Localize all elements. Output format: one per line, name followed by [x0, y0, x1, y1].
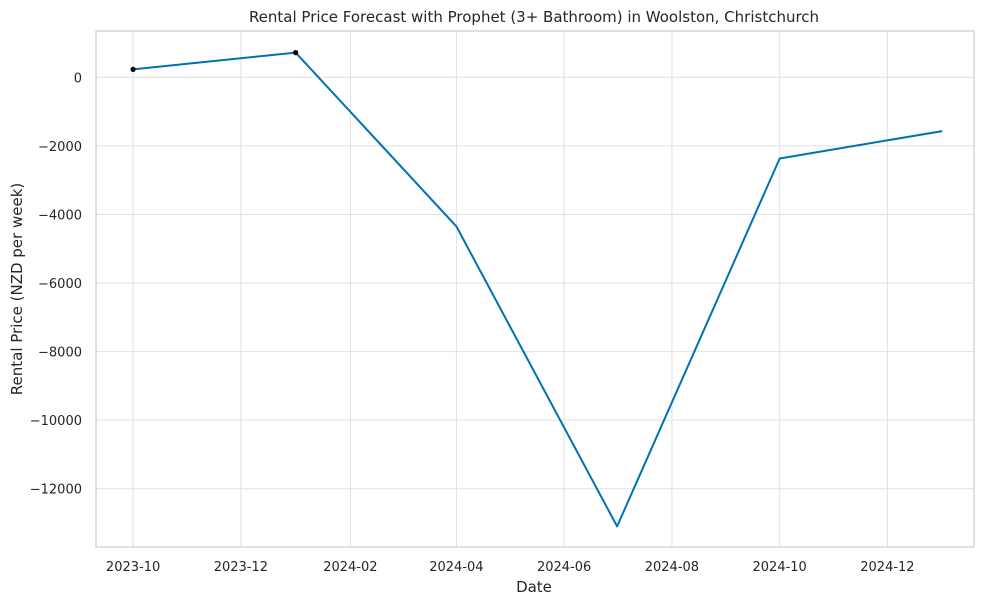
series-layer	[132, 51, 943, 528]
y-tick-label: −10000	[30, 414, 82, 429]
x-tick-label: 2024-12	[860, 560, 914, 575]
x-tick-label: 2023-10	[106, 560, 160, 575]
x-tick-label: 2024-06	[537, 560, 591, 575]
x-tick-label: 2024-08	[645, 560, 699, 575]
y-tick-label: −12000	[30, 483, 82, 498]
observed-point	[130, 66, 136, 72]
x-tick-label: 2024-02	[323, 560, 377, 575]
y-tick-label: −8000	[38, 346, 82, 361]
observed-point	[293, 50, 299, 56]
y-tick-label: −4000	[38, 208, 82, 223]
y-tick-label: −6000	[38, 277, 82, 292]
x-tick-label: 2023-12	[214, 560, 268, 575]
observed-points-layer	[130, 50, 299, 72]
y-tick-label: 0	[74, 71, 82, 86]
x-axis-label: Date	[516, 578, 552, 596]
chart-title: Rental Price Forecast with Prophet (3+ B…	[249, 8, 819, 26]
x-tick-label: 2024-10	[753, 560, 807, 575]
forecast-line	[132, 51, 943, 528]
x-axis-ticks: 2023-10 2023-12 2024-02 2024-04 2024-06 2024-…	[106, 560, 915, 575]
y-tick-label: −2000	[38, 140, 82, 155]
y-axis-label: Rental Price (NZD per week)	[8, 183, 26, 395]
grid-lines	[96, 31, 974, 547]
x-tick-label: 2024-04	[429, 560, 483, 575]
y-axis-ticks: 0 −2000 −4000 −6000 −8000 −10000 −12000	[30, 71, 82, 497]
plot-frame	[95, 30, 975, 548]
